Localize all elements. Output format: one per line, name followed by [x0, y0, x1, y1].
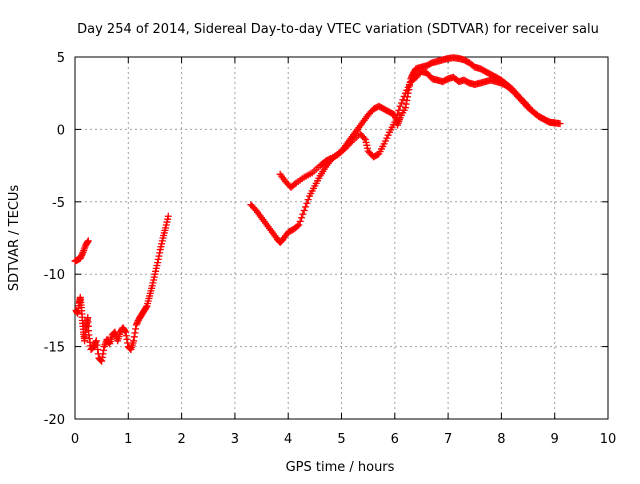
data-point [392, 114, 400, 122]
data-point [304, 196, 312, 204]
series-afternoon-upper [276, 67, 559, 191]
chart-title: Day 254 of 2014, Sidereal Day-to-day VTE… [77, 22, 599, 37]
data-point [551, 119, 559, 127]
data-point [78, 250, 86, 258]
series-early-lower [72, 212, 172, 365]
data-point [395, 106, 403, 114]
data-point [93, 341, 101, 349]
data-point [298, 214, 306, 222]
data-point [99, 350, 107, 358]
data-point [393, 110, 401, 118]
x-tick-label: 10 [600, 432, 617, 447]
data-point [98, 357, 106, 365]
data-point [399, 96, 407, 104]
x-tick-label: 7 [444, 432, 452, 447]
data-point [164, 212, 172, 220]
x-tick-label: 3 [231, 432, 239, 447]
data-point [121, 327, 129, 335]
data-point [156, 249, 164, 257]
data-point [403, 96, 411, 104]
data-point [100, 346, 108, 354]
data-point [84, 237, 92, 245]
data-point [123, 335, 131, 343]
data-point [556, 120, 564, 128]
data-point [110, 329, 118, 337]
data-point [126, 345, 134, 353]
data-point [396, 102, 404, 110]
data-point [360, 134, 368, 142]
data-point [302, 203, 310, 211]
data-point [347, 138, 355, 146]
y-tick-label: -15 [44, 341, 65, 356]
data-point [122, 332, 130, 340]
x-tick-label: 4 [284, 432, 292, 447]
x-tick-label: 9 [551, 432, 559, 447]
data-point [122, 328, 130, 336]
data-point [294, 222, 302, 230]
data-point [401, 104, 409, 112]
y-tick-label: -10 [44, 268, 65, 283]
series-early-upper [71, 237, 92, 265]
y-tick-label: -5 [52, 196, 65, 211]
data-point [154, 259, 162, 267]
tick-layer [74, 56, 609, 420]
data-point [84, 238, 92, 246]
y-tick-label: 5 [57, 51, 65, 66]
x-tick-label: 6 [391, 432, 399, 447]
data-point [98, 353, 106, 361]
data-point [300, 206, 308, 214]
series-afternoon-lower [247, 54, 564, 246]
data-point [92, 337, 100, 345]
marker-layer [71, 54, 564, 365]
data-point [130, 333, 138, 341]
data-point [131, 329, 139, 337]
data-point [296, 217, 304, 225]
x-tick-label: 8 [497, 432, 505, 447]
x-axis-label: GPS time / hours [286, 460, 395, 475]
x-tick-label: 2 [177, 432, 185, 447]
data-point [391, 118, 399, 126]
data-point [295, 221, 303, 229]
y-axis-label: SDTVAR / TECUs [7, 185, 22, 292]
data-point [397, 99, 405, 107]
y-tick-labels: 5 0 -5 -10 -15 -20 [44, 51, 65, 428]
data-point [402, 100, 410, 108]
data-point [142, 303, 150, 311]
x-tick-label: 0 [71, 432, 79, 447]
data-point [299, 210, 307, 218]
data-point [155, 252, 163, 260]
data-point [94, 345, 102, 353]
data-point [303, 199, 311, 207]
x-tick-label: 5 [337, 432, 345, 447]
data-point [132, 325, 140, 333]
x-tick-labels: 0 1 2 3 4 5 6 7 8 9 10 [71, 432, 616, 447]
data-point [130, 337, 138, 345]
data-point [400, 92, 408, 100]
y-tick-label: 0 [57, 123, 65, 138]
x-tick-label: 1 [124, 432, 132, 447]
data-point [154, 255, 162, 263]
y-tick-label: -20 [44, 413, 65, 428]
